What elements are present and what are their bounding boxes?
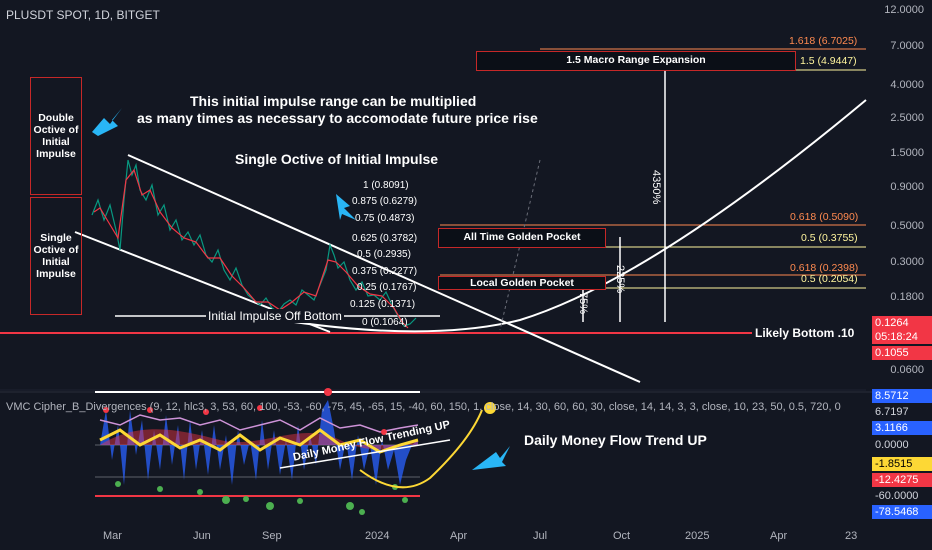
fib-level: 0.375 (0.2277) <box>352 266 418 277</box>
indicator-value-badge: -12.4275 <box>872 473 932 487</box>
impulse-range-note-1: This initial impulse range can be multip… <box>190 93 477 109</box>
double-octive-box: Double Octive of Initial Impulse <box>30 77 82 195</box>
price-tick: 0.1800 <box>890 291 924 303</box>
local-golden-pocket: Local Golden Pocket <box>438 276 606 290</box>
pct-75-label: 75% <box>577 292 589 315</box>
price-tick: 12.0000 <box>884 4 924 16</box>
fib-level: 0.25 (0.1767) <box>357 282 417 293</box>
chart-ticker: PLUSDT SPOT, 1D, BITGET <box>6 8 160 22</box>
fib-level: 1 (0.8091) <box>363 180 409 191</box>
indicator-value-badge: 6.7197 <box>872 405 932 419</box>
price-tick: 2.5000 <box>890 112 924 124</box>
price-axis[interactable]: 12.0000 7.0000 4.0000 2.5000 1.5000 0.90… <box>866 0 932 550</box>
indicator-value-badge: -1.8515 <box>872 457 932 471</box>
fib-lines <box>440 48 866 289</box>
time-tick: 2025 <box>685 530 710 542</box>
time-tick: Sep <box>262 530 282 542</box>
daily-money-flow-label: Daily Money Flow Trend UP <box>524 432 707 448</box>
fib-level: 0.5 (0.2935) <box>357 249 411 260</box>
time-tick: 2024 <box>365 530 390 542</box>
fib-label-15: 1.5 (4.9447) <box>800 55 857 67</box>
price-tick: 4.0000 <box>890 79 924 91</box>
vmc-indicator <box>95 388 496 515</box>
bottom-price-badge: 0.1055 <box>872 346 932 360</box>
likely-bottom-label: Likely Bottom .10 <box>755 326 855 340</box>
indicator-value-badge: 3.1166 <box>872 421 932 435</box>
indicator-value-badge: -78.5468 <box>872 505 932 519</box>
single-octive-box: Single Octive of Initial Impulse <box>30 197 82 315</box>
all-time-golden-pocket: All Time Golden Pocket <box>438 228 606 248</box>
time-tick: Mar <box>103 530 122 542</box>
time-tick: Oct <box>613 530 631 542</box>
impulse-range-note-2: as many times as necessary to accomodate… <box>137 110 538 126</box>
indicator-value-badge: -60.0000 <box>872 489 932 503</box>
fib-label-05-local: 0.5 (0.2054) <box>801 273 858 285</box>
fib-level: 0.875 (0.6279) <box>352 196 418 207</box>
indicator-value-badge: 0.0000 <box>872 438 932 452</box>
time-tick: Apr <box>450 530 468 542</box>
price-tick: 0.3000 <box>890 256 924 268</box>
fib-label-1618: 1.618 (6.7025) <box>789 35 858 47</box>
indicator-value-badge: 8.5712 <box>872 389 932 403</box>
price-tick: 0.9000 <box>890 181 924 193</box>
fib-level: 0.625 (0.3782) <box>352 233 418 244</box>
current-price-badge: 0.1264 <box>872 316 932 330</box>
price-tick: 0.5000 <box>890 220 924 232</box>
price-tick: 0.0600 <box>890 364 924 376</box>
indicator-title[interactable]: VMC Cipher_B_Divergences (9, 12, hlc3, 3… <box>6 401 841 413</box>
fib-level: 0.125 (0.1371) <box>350 299 416 310</box>
price-tick: 1.5000 <box>890 147 924 159</box>
arrows <box>92 108 510 470</box>
macro-range-box: 1.5 Macro Range Expansion <box>476 51 796 71</box>
fib-level: 0.75 (0.4873) <box>355 213 415 224</box>
countdown-badge: 05:18:24 <box>872 330 932 344</box>
time-tick: Apr <box>770 530 788 542</box>
candles <box>91 159 417 329</box>
time-tick: Jul <box>533 530 548 542</box>
single-octive-title: Single Octive of Initial Impulse <box>235 151 439 167</box>
parabolic-curve <box>249 99 867 333</box>
fib-level: 0 (0.1064) <box>362 317 408 328</box>
fib-label-0618-local: 0.618 (0.2398) <box>790 262 859 274</box>
pct-225-label: 225% <box>614 265 626 294</box>
price-tick: 7.0000 <box>890 40 924 52</box>
initial-impulse-label: Initial Impulse Off Bottom <box>206 309 344 323</box>
time-tick: Jun <box>193 530 211 542</box>
time-tick: 23 <box>845 530 858 542</box>
fib-label-0618-ath: 0.618 (0.5090) <box>790 211 859 223</box>
pct-4350-label: 4350% <box>650 170 662 205</box>
descending-trendline <box>127 154 641 383</box>
fib-label-05-ath: 0.5 (0.3755) <box>801 232 858 244</box>
